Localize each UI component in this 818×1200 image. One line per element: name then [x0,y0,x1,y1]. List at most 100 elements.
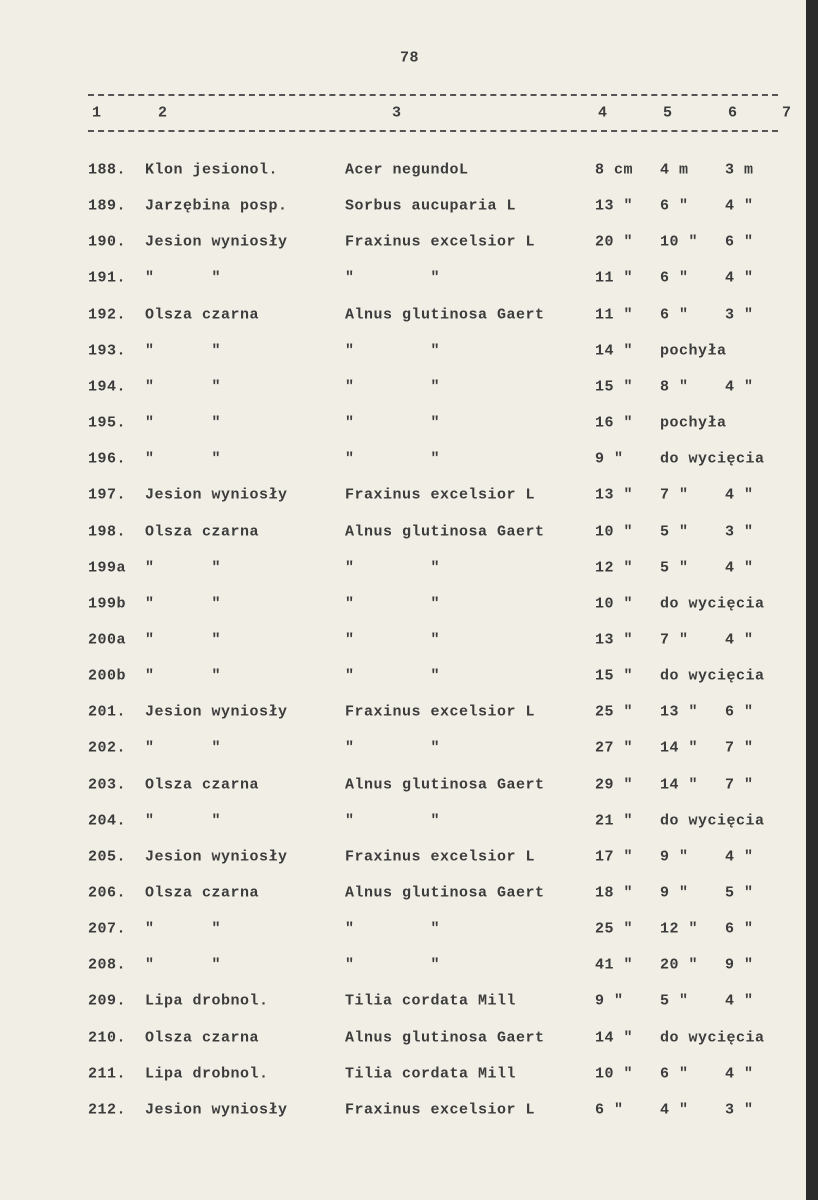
row-number: 190. [88,233,127,251]
polish-name: Jesion wyniosły [145,703,288,721]
row-number: 208. [88,956,127,974]
crown: 3 " [725,1101,754,1119]
crown: 7 " [725,776,754,794]
remark: do wycięcia [660,812,765,830]
height: 6 " [660,306,689,324]
latin-name: Alnus glutinosa Gaert [345,1029,545,1047]
height: 12 " [660,920,699,938]
height: 6 " [660,1065,689,1083]
circumference: 41 " [595,956,634,974]
row-number: 197. [88,486,127,504]
latin-name: " " [345,667,441,685]
height: 10 " [660,233,699,251]
height: 9 " [660,848,689,866]
latin-name: Acer negundoL [345,161,469,179]
row-number: 204. [88,812,127,830]
crown: 7 " [725,739,754,757]
rule [88,130,778,132]
circumference: 18 " [595,884,634,902]
crown: 6 " [725,703,754,721]
crown: 4 " [725,631,754,649]
row-number: 202. [88,739,127,757]
circumference: 11 " [595,269,634,287]
height: 5 " [660,523,689,540]
polish-name: Jesion wyniosły [145,848,288,866]
polish-name: " " [145,812,222,830]
row-number: 198. [88,523,127,540]
row-number: 192. [88,306,127,324]
height: 14 " [660,776,699,794]
circumference: 13 " [595,486,634,504]
page-edge [806,0,818,1200]
circumference: 15 " [595,667,634,685]
latin-name: Fraxinus excelsior L [345,486,536,504]
circumference: 11 " [595,306,634,324]
circumference: 8 cm [595,161,634,179]
polish-name: Lipa drobnol. [145,992,269,1010]
polish-name: " " [145,631,222,649]
column-header: 7 [782,104,792,122]
polish-name: Olsza czarna [145,884,260,902]
row-number: 210. [88,1029,127,1047]
circumference: 9 " [595,992,624,1010]
row-number: 196. [88,450,127,468]
column-header: 3 [392,104,402,122]
polish-name: " " [145,450,222,468]
circumference: 27 " [595,739,634,757]
crown: 4 " [725,269,754,287]
row-number: 207. [88,920,127,938]
latin-name: " " [345,269,441,287]
row-number: 199b [88,595,127,613]
crown: 3 " [725,523,754,540]
circumference: 13 " [595,197,634,215]
polish-name: Jarzębina posp. [145,197,288,215]
height: 5 " [660,559,689,577]
crown: 6 " [725,920,754,938]
polish-name: " " [145,739,222,757]
polish-name: Jesion wyniosły [145,233,288,251]
circumference: 15 " [595,378,634,396]
column-header: 5 [663,104,673,122]
circumference: 10 " [595,1065,634,1083]
row-number: 212. [88,1101,127,1119]
polish-name: " " [145,595,222,613]
latin-name: " " [345,595,441,613]
polish-name: " " [145,920,222,938]
circumference: 14 " [595,342,634,360]
latin-name: " " [345,450,441,468]
row-number: 191. [88,269,127,287]
circumference: 10 " [595,523,634,540]
row-number: 203. [88,776,127,794]
latin-name: Alnus glutinosa Gaert [345,884,545,902]
height: 6 " [660,269,689,287]
polish-name: Olsza czarna [145,776,260,794]
latin-name: Tilia cordata Mill [345,1065,517,1083]
remark: pochyła [660,414,727,432]
latin-name: Tilia cordata Mill [345,992,517,1010]
height: 20 " [660,956,699,974]
polish-name: " " [145,378,222,396]
circumference: 13 " [595,631,634,649]
latin-name: Fraxinus excelsior L [345,848,536,866]
row-number: 189. [88,197,127,215]
height: 7 " [660,486,689,504]
polish-name: Olsza czarna [145,1029,260,1047]
height: 4 m [660,161,689,179]
latin-name: Fraxinus excelsior L [345,1101,536,1119]
column-header: 6 [728,104,738,122]
crown: 5 " [725,884,754,902]
latin-name: " " [345,378,441,396]
crown: 9 " [725,956,754,974]
polish-name: Jesion wyniosły [145,486,288,504]
remark: do wycięcia [660,450,765,468]
crown: 4 " [725,848,754,866]
remark: pochyła [660,342,727,360]
latin-name: " " [345,559,441,577]
latin-name: Alnus glutinosa Gaert [345,776,545,794]
height: 7 " [660,631,689,649]
polish-name: Klon jesionol. [145,161,279,179]
column-header: 4 [598,104,608,122]
latin-name: Fraxinus excelsior L [345,233,536,251]
latin-name: " " [345,812,441,830]
